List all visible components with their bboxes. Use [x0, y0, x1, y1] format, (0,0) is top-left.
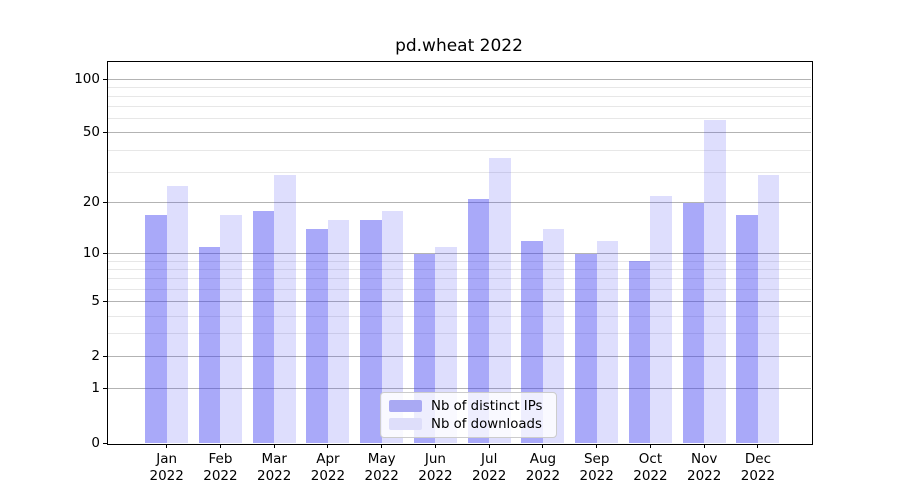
- x-axis-tick-label-apr: Apr 2022: [310, 451, 346, 484]
- bar-sep-distinct-ips: [575, 253, 597, 443]
- legend-swatch-distinct-ips: [389, 400, 422, 412]
- legend-entry-distinct-ips: Nb of distinct IPs: [389, 399, 548, 414]
- minor-gridline-30: [108, 171, 811, 173]
- major-gridline-5: [108, 301, 811, 303]
- legend-label-downloads: Nb of downloads: [431, 416, 542, 432]
- major-gridline-20: [108, 202, 811, 204]
- chart-legend: Nb of distinct IPs Nb of downloads: [380, 392, 557, 438]
- x-axis-tick-mark-nov: [703, 444, 705, 448]
- bar-jul-distinct-ips: [467, 199, 490, 443]
- minor-gridline-6: [108, 289, 811, 291]
- y-axis-tick-label-0: 0: [91, 434, 100, 451]
- bar-apr-distinct-ips: [306, 229, 328, 443]
- x-axis-tick-mark-jan: [166, 444, 168, 448]
- y-axis-tick-mark-50: [103, 132, 107, 134]
- y-axis-tick-mark-0: [103, 442, 107, 444]
- x-axis-tick-label-jul: Jul 2022: [472, 451, 507, 484]
- bar-mar-downloads: [274, 174, 296, 443]
- minor-gridline-8: [108, 269, 811, 271]
- major-gridline-1: [108, 387, 811, 389]
- y-axis-tick-mark-10: [103, 253, 107, 255]
- bar-nov-distinct-ips: [682, 202, 705, 443]
- minor-gridline-9: [108, 260, 811, 262]
- bar-aug-downloads: [542, 229, 565, 443]
- minor-gridline-3: [108, 333, 811, 335]
- x-axis-tick-label-mar: Mar 2022: [257, 451, 292, 484]
- x-axis-tick-mark-dec: [757, 444, 759, 448]
- y-axis-tick-label-1: 1: [91, 379, 100, 396]
- x-axis-tick-mark-apr: [327, 444, 329, 448]
- x-axis-tick-mark-oct: [649, 444, 651, 448]
- minor-gridline-60: [108, 118, 811, 120]
- x-axis-tick-mark-jun: [434, 444, 436, 448]
- bar-sep-downloads: [596, 240, 619, 443]
- minor-gridline-40: [108, 149, 811, 151]
- y-axis-tick-mark-2: [103, 355, 107, 357]
- x-axis-tick-mark-feb: [219, 444, 221, 448]
- y-axis-tick-label-100: 100: [74, 70, 100, 87]
- x-axis-tick-mark-mar: [273, 444, 275, 448]
- chart-title: pd.wheat 2022: [395, 36, 523, 56]
- bar-dec-downloads: [757, 174, 780, 443]
- minor-gridline-70: [108, 106, 811, 108]
- minor-gridline-7: [108, 278, 811, 280]
- y-axis-tick-mark-5: [103, 301, 107, 303]
- x-axis-tick-label-sep: Sep 2022: [579, 451, 614, 484]
- bar-oct-distinct-ips: [628, 261, 651, 443]
- major-gridline-50: [108, 132, 811, 134]
- x-axis-tick-label-may: May 2022: [364, 451, 399, 484]
- x-axis-tick-mark-jul: [488, 444, 490, 448]
- minor-gridline-80: [108, 95, 811, 97]
- bar-feb-distinct-ips: [198, 247, 221, 443]
- y-axis-tick-label-10: 10: [82, 245, 100, 262]
- minor-gridline-4: [108, 315, 811, 317]
- bar-mar-distinct-ips: [252, 210, 275, 443]
- major-gridline-100: [108, 78, 811, 80]
- bar-may-distinct-ips: [360, 219, 382, 443]
- y-axis-tick-label-2: 2: [91, 347, 100, 364]
- legend-label-distinct-ips: Nb of distinct IPs: [431, 398, 543, 414]
- legend-swatch-downloads: [389, 418, 422, 430]
- x-axis-tick-label-jun: Jun 2022: [418, 451, 453, 484]
- bar-jan-distinct-ips: [145, 215, 167, 443]
- y-axis-tick-mark-100: [103, 78, 107, 80]
- x-axis-tick-label-nov: Nov 2022: [687, 451, 722, 484]
- major-gridline-10: [108, 253, 811, 255]
- y-axis-tick-mark-20: [103, 202, 107, 204]
- bar-jan-downloads: [166, 186, 189, 443]
- y-axis-tick-label-5: 5: [91, 293, 100, 310]
- y-axis-tick-label-20: 20: [82, 194, 100, 211]
- bar-may-downloads: [381, 210, 404, 443]
- major-gridline-2: [108, 355, 811, 357]
- x-axis-tick-mark-aug: [542, 444, 544, 448]
- bar-apr-downloads: [327, 219, 350, 443]
- x-axis-tick-label-dec: Dec 2022: [740, 451, 776, 484]
- bar-feb-downloads: [220, 215, 242, 443]
- bar-jul-downloads: [489, 158, 511, 443]
- x-axis-tick-label-oct: Oct 2022: [633, 451, 668, 484]
- bar-nov-downloads: [704, 120, 726, 443]
- bar-oct-downloads: [650, 195, 672, 443]
- legend-entry-downloads: Nb of downloads: [389, 417, 548, 432]
- x-axis-tick-label-feb: Feb 2022: [203, 451, 238, 484]
- x-axis-tick-label-aug: Aug 2022: [525, 451, 561, 484]
- minor-gridline-90: [108, 86, 811, 88]
- x-axis-tick-label-jan: Jan 2022: [149, 451, 184, 484]
- x-axis-tick-mark-may: [381, 444, 383, 448]
- bar-dec-distinct-ips: [736, 215, 758, 443]
- y-axis-tick-mark-1: [103, 387, 107, 389]
- x-axis-tick-mark-sep: [596, 444, 598, 448]
- y-axis-tick-label-50: 50: [82, 124, 100, 141]
